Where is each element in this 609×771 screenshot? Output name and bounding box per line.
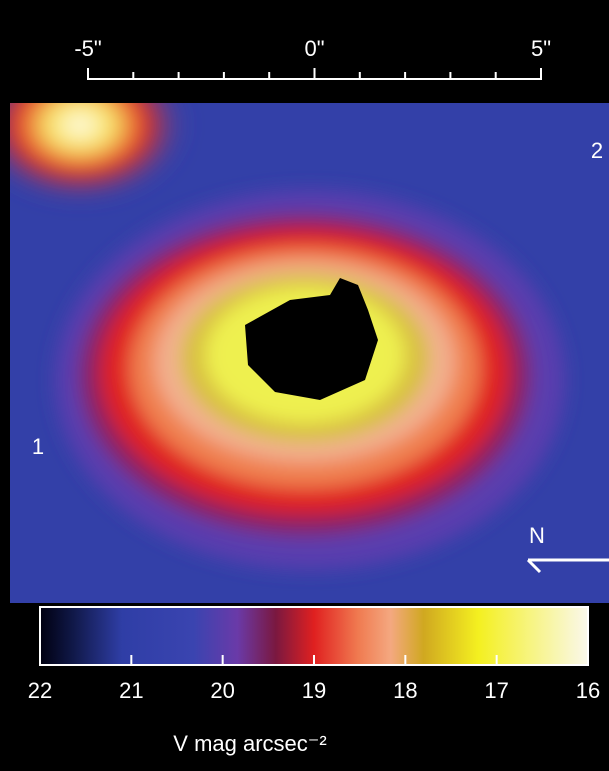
compass-arrow-head [526,558,542,574]
saturated-core [245,278,378,400]
colorbar-tick-label: 16 [576,678,600,703]
annotation: 2 [591,138,603,163]
colorbar-tick-label: 20 [210,678,234,703]
colorbar-tick-label: 21 [119,678,143,703]
colorbar-tick-label: 18 [393,678,417,703]
x-tick-label: 5" [531,36,551,61]
x-tick-label: 0" [304,36,324,61]
colorbar-label: V mag arcsec⁻² [173,731,326,756]
colorbar-tick-label: 17 [484,678,508,703]
galaxy-image [10,103,609,603]
colorbar-tick-label: 19 [302,678,326,703]
colorbar-tick-label: 22 [28,678,52,703]
x-tick-label: -5" [74,36,101,61]
annotation: 1 [32,434,44,459]
compass-label: N [529,523,545,548]
